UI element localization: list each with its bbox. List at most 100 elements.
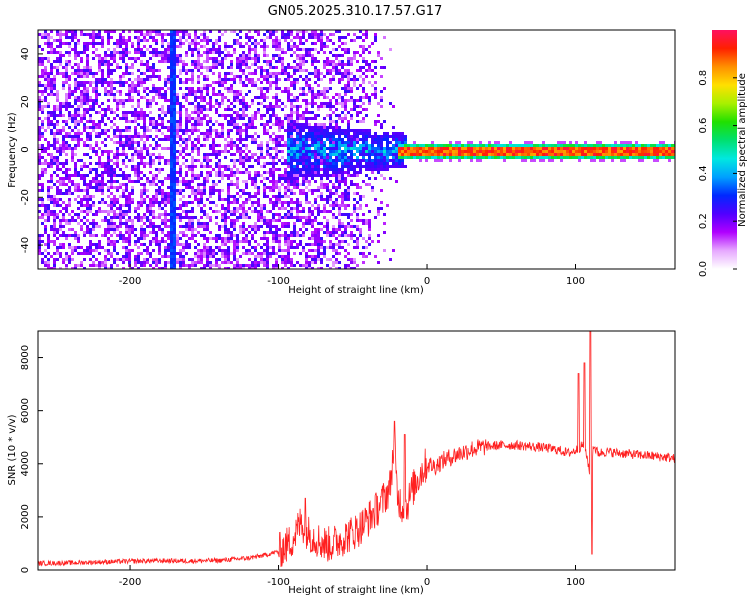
- spectrogram-cell: [248, 264, 251, 267]
- spectrogram-cell: [209, 84, 212, 87]
- spectrogram-cell: [68, 144, 71, 147]
- spectrogram-cell: [236, 219, 239, 222]
- spectrogram-cell: [113, 30, 116, 33]
- spectrogram-cell: [362, 72, 365, 75]
- spectrogram-cell: [74, 186, 77, 189]
- spectrogram-cell: [266, 78, 269, 81]
- spectrogram-cell: [218, 225, 221, 228]
- spectrogram-cell: [311, 60, 314, 63]
- spectrogram-cell: [155, 264, 158, 267]
- spectrogram-cell: [353, 108, 356, 111]
- spectrogram-cell: [284, 66, 287, 69]
- spectrogram-cell: [269, 84, 272, 87]
- spectrogram-cell: [299, 63, 302, 66]
- spectrogram-cell: [104, 111, 107, 114]
- spectrogram-cell: [146, 66, 149, 69]
- spectrogram-cell: [173, 135, 176, 138]
- spectrogram-cell: [101, 219, 104, 222]
- spectrogram-cell: [143, 129, 146, 132]
- spectrogram-cell: [326, 96, 329, 99]
- spectrogram-cell: [86, 165, 89, 168]
- spectrogram-cell: [293, 111, 296, 114]
- spectrogram-cell: [116, 234, 119, 237]
- spectrogram-cell: [356, 99, 359, 102]
- spectrogram-cell: [218, 210, 221, 213]
- spectrogram-cell: [317, 210, 320, 213]
- spectrogram-cell: [203, 117, 206, 120]
- spectrogram-cell: [50, 93, 53, 96]
- spectrogram-cell: [338, 132, 341, 135]
- spectrogram-cell: [101, 150, 104, 153]
- spectrogram-cell: [89, 258, 92, 261]
- spectrogram-cell: [95, 225, 98, 228]
- spectrogram-cell: [89, 33, 92, 36]
- spectrogram-cell: [164, 81, 167, 84]
- spectrogram-cell: [65, 237, 68, 240]
- spectrogram-cell: [254, 57, 257, 60]
- spectrogram-cell: [38, 90, 41, 93]
- spectrogram-cell: [83, 87, 86, 90]
- spectrogram-cell: [218, 153, 221, 156]
- spectrogram-cell: [356, 120, 359, 123]
- spectrogram-cell: [335, 138, 338, 141]
- spectrogram-cell: [122, 183, 125, 186]
- spectrogram-cell: [227, 168, 230, 171]
- spectrogram-cell: [137, 111, 140, 114]
- spectrogram-cell: [149, 156, 152, 159]
- spectrogram-cell: [110, 225, 113, 228]
- spectrogram-cell: [338, 225, 341, 228]
- spectrogram-cell: [323, 105, 326, 108]
- spectrogram-cell: [224, 72, 227, 75]
- spectrogram-cell: [293, 126, 296, 129]
- spectrogram-cell: [362, 78, 365, 81]
- spectrogram-cell: [347, 150, 350, 153]
- spectrogram-cell: [146, 93, 149, 96]
- spectrogram-cell: [41, 147, 44, 150]
- spectrogram-cell: [347, 162, 350, 165]
- spectrogram-cell: [98, 123, 101, 126]
- spectrogram-cell: [287, 141, 290, 144]
- spectrogram-cell: [101, 234, 104, 237]
- spectrogram-cell: [311, 42, 314, 45]
- spectrogram-cell: [98, 156, 101, 159]
- spectrogram-cell: [266, 237, 269, 240]
- spectrogram-cell: [131, 168, 134, 171]
- spectrogram-cell: [206, 261, 209, 264]
- spectrogram-cell: [128, 252, 131, 255]
- spectrogram-cell: [320, 237, 323, 240]
- spectrogram-cell: [329, 192, 332, 195]
- spectrogram-cell: [233, 228, 236, 231]
- spectrogram-cell: [80, 165, 83, 168]
- spectrogram-cell: [227, 216, 230, 219]
- spectrogram-cell: [86, 132, 89, 135]
- spectrogram-cell: [332, 63, 335, 66]
- spectrogram-cell: [80, 81, 83, 84]
- spectrogram-cell: [161, 267, 164, 269]
- spectrogram-cell: [221, 177, 224, 180]
- spectrogram-cell: [107, 72, 110, 75]
- spectrogram-cell: [269, 108, 272, 111]
- spectrogram-cell: [188, 93, 191, 96]
- spectrogram-cell: [290, 201, 293, 204]
- spectrogram-cell: [65, 189, 68, 192]
- spectrogram-cell: [320, 153, 323, 156]
- spectrogram-cell: [206, 84, 209, 87]
- spectrogram-cell: [263, 69, 266, 72]
- spectrogram-cell: [347, 213, 350, 216]
- spectrogram-cell: [236, 207, 239, 210]
- spectrogram-cell: [140, 201, 143, 204]
- spectrogram-cell: [65, 42, 68, 45]
- spectrogram-cell: [116, 63, 119, 66]
- spectrogram-cell: [269, 36, 272, 39]
- spectrogram-cell: [50, 120, 53, 123]
- spectrogram-cell: [293, 36, 296, 39]
- spectrogram-cell: [278, 117, 281, 120]
- spectrogram-cell: [140, 237, 143, 240]
- spectrogram-cell: [317, 147, 320, 150]
- spectrogram-cell: [128, 261, 131, 264]
- spectrogram-cell: [74, 99, 77, 102]
- spectrogram-cell: [140, 96, 143, 99]
- spectrogram-cell: [215, 216, 218, 219]
- spectrogram-cell: [128, 174, 131, 177]
- spectrogram-cell: [326, 156, 329, 159]
